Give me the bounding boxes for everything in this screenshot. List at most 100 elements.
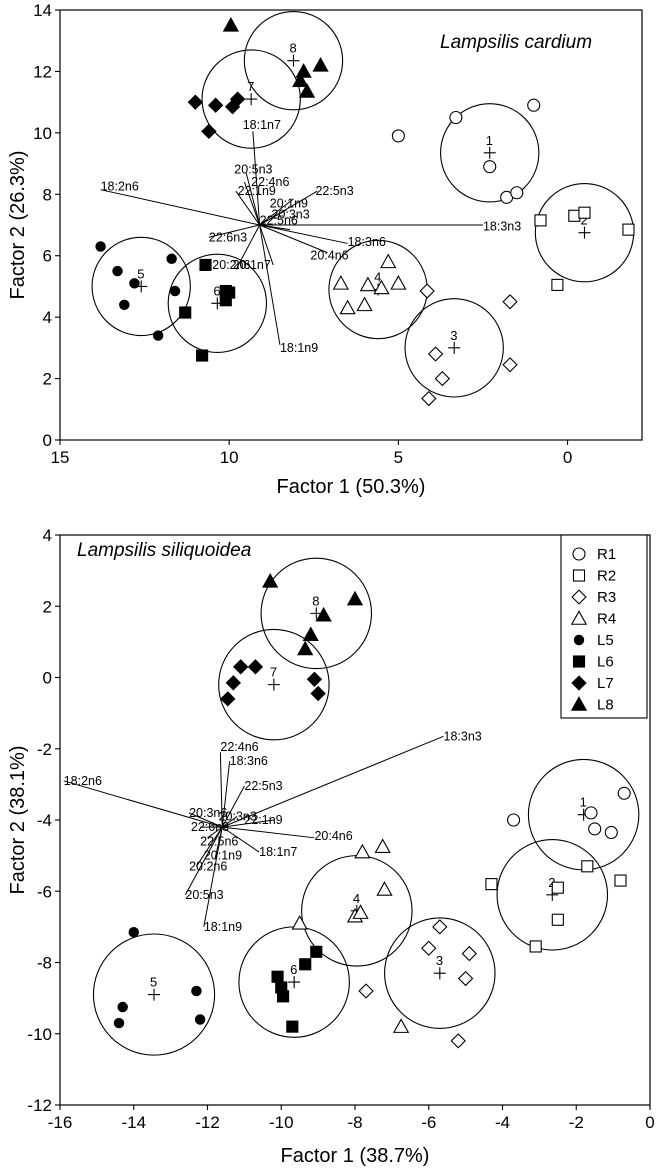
- data-point-r3: [450, 1033, 466, 1049]
- loading-vector: [221, 785, 245, 828]
- y-tick-label: 6: [43, 247, 52, 266]
- y-axis-label: Factor 2 (38.1%): [7, 746, 29, 895]
- data-point-l5: [191, 985, 202, 997]
- x-tick-label: 5: [394, 448, 403, 467]
- group-ellipse: [243, 10, 344, 111]
- x-tick-label: -8: [347, 1113, 362, 1132]
- data-point-l6: [310, 945, 323, 958]
- data-point-l6: [196, 349, 209, 362]
- y-tick-label: 2: [43, 370, 52, 389]
- data-point-l7: [220, 691, 236, 707]
- x-axis-label: Factor 1 (38.7%): [281, 1145, 430, 1167]
- data-point-r3: [358, 983, 374, 999]
- data-point-r4: [356, 296, 373, 312]
- data-point-l5: [112, 265, 123, 277]
- group-ellipse: [92, 933, 216, 1056]
- loading-vector: [259, 224, 281, 345]
- data-point-l7: [225, 675, 241, 691]
- group-label: 5: [150, 975, 157, 990]
- vector-label: 20:1n7: [233, 258, 271, 272]
- data-point-r2: [568, 209, 581, 222]
- data-point-r4: [392, 1018, 410, 1033]
- data-point-l6: [219, 294, 232, 307]
- legend-marker: [571, 589, 587, 605]
- data-point-r1: [584, 806, 598, 820]
- data-point-l5: [152, 330, 164, 341]
- group-label: 6: [290, 962, 297, 977]
- loading-vector: [259, 198, 294, 226]
- vector-label: 18:1n9: [204, 920, 242, 934]
- data-point-l7: [207, 97, 224, 113]
- group-label: 5: [137, 266, 144, 281]
- group-label: 2: [580, 213, 587, 228]
- data-point-r4: [352, 904, 369, 919]
- data-point-r1: [510, 186, 524, 200]
- vector-label: 22:1n9: [244, 813, 282, 827]
- data-point-r2: [485, 878, 498, 891]
- data-point-l7: [306, 671, 323, 687]
- legend-label: L8: [597, 697, 614, 714]
- group-ellipse: [440, 103, 540, 203]
- legend-marker: [572, 547, 586, 561]
- y-tick-label: -2: [37, 740, 52, 759]
- data-point-l8: [297, 640, 314, 656]
- x-tick-label: 0: [645, 1113, 654, 1132]
- plot-frame: [59, 9, 643, 441]
- data-point-l8: [312, 56, 329, 72]
- group-label: 3: [450, 328, 457, 343]
- data-point-l5: [95, 241, 106, 252]
- group-ellipse: [91, 236, 191, 337]
- vector-label: 22:1n9: [238, 184, 276, 198]
- panel-lampsilis-siliquoidea: Lampsilis siliquoidea Factor 1 (38.7%) F…: [7, 526, 655, 1167]
- vector-label: 18:1n7: [259, 845, 297, 859]
- chart-title: Lampsilis cardium: [440, 32, 592, 53]
- group-ellipse: [404, 298, 504, 398]
- data-point-l5: [129, 278, 140, 289]
- y-tick-label: -6: [37, 882, 52, 901]
- legend-marker: [572, 569, 586, 582]
- vector-label: 18:1n7: [243, 118, 281, 132]
- group-label: 1: [580, 795, 587, 810]
- data-point-r4: [390, 275, 407, 290]
- group-label: 4: [353, 891, 360, 906]
- legend-label: R2: [597, 568, 616, 585]
- y-tick-label: 14: [33, 1, 52, 20]
- loading-vector: [63, 780, 223, 828]
- data-point-r3: [427, 346, 444, 362]
- vector-label: 18:2n6: [101, 180, 139, 194]
- vector-label: 20:1n9: [204, 849, 242, 863]
- group-ellipse: [260, 557, 373, 670]
- x-tick-label: -6: [421, 1113, 436, 1132]
- centroid-cross: [578, 226, 591, 239]
- data-point-r1: [449, 110, 463, 125]
- legend-label: L6: [597, 654, 614, 671]
- vector-label: 20:3n3: [271, 207, 309, 221]
- vector-label: 22:5n3: [244, 779, 282, 793]
- group-label: 4: [374, 270, 381, 285]
- loading-vector: [222, 826, 315, 839]
- vector-label: 20:5n3: [234, 163, 272, 177]
- vector-label: 20:2n6: [212, 258, 250, 272]
- data-point-r2: [622, 223, 635, 236]
- data-point-r1: [507, 813, 521, 827]
- data-point-l7: [233, 659, 249, 675]
- data-point-l7: [224, 99, 241, 115]
- centroid-cross: [245, 93, 258, 106]
- y-tick-label: -12: [27, 1096, 52, 1115]
- data-point-l8: [298, 83, 316, 98]
- y-tick-label: -8: [37, 954, 52, 973]
- legend-marker: [570, 696, 588, 711]
- data-point-l5: [117, 1001, 128, 1013]
- loading-vector: [245, 172, 261, 226]
- data-point-l8: [346, 590, 364, 606]
- vector-label: 22:5n3: [315, 184, 353, 198]
- vector-label: 18:3n3: [444, 729, 482, 743]
- legend-label: L7: [597, 675, 614, 692]
- group-label: 8: [312, 593, 319, 608]
- data-point-l5: [169, 285, 181, 297]
- loading-vector: [221, 826, 260, 853]
- vector-label: 18:3n3: [483, 220, 521, 234]
- legend-marker: [570, 610, 588, 625]
- loading-vector: [259, 224, 274, 266]
- loading-vector: [188, 812, 223, 828]
